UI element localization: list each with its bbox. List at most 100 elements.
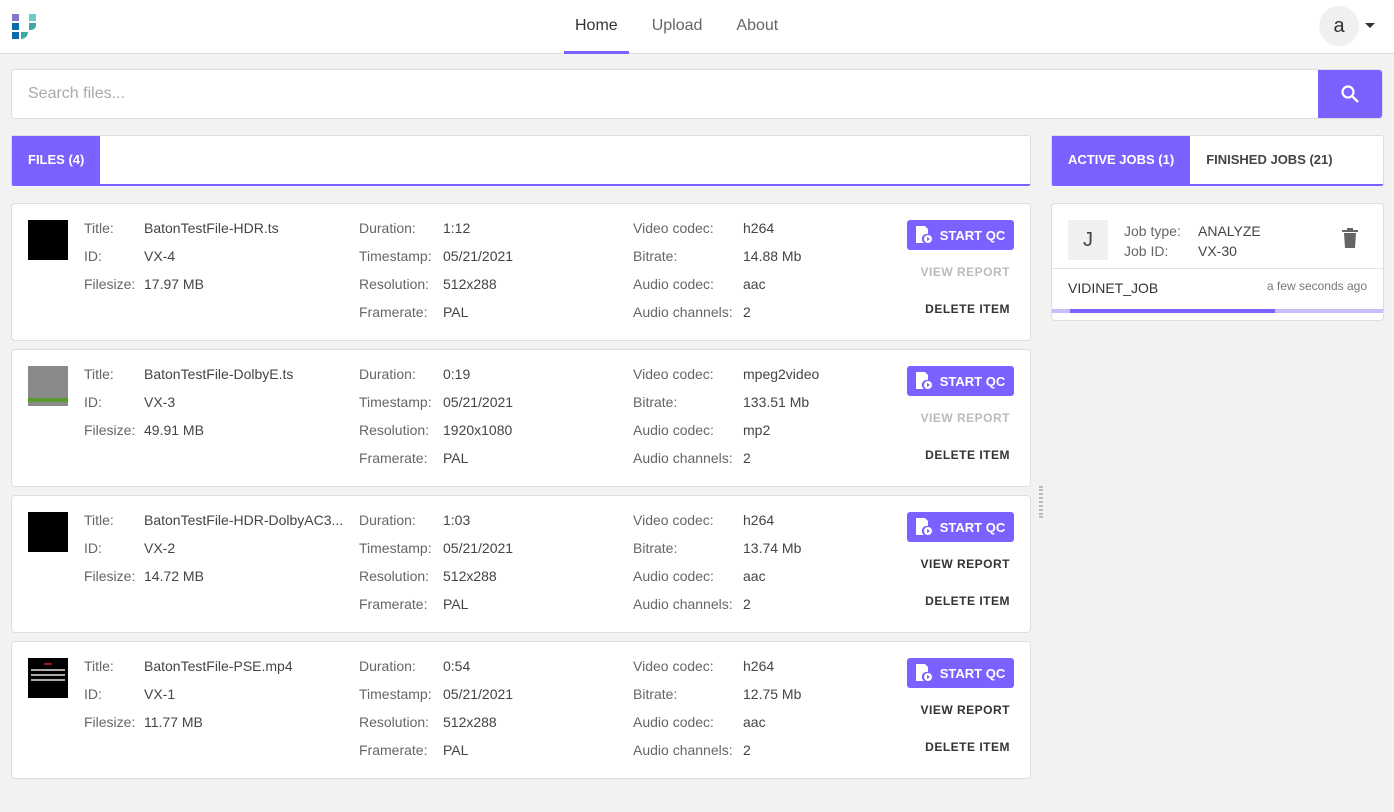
file-details-column: Duration: 0:19 Timestamp: 05/21/2021 Resolut… [359,366,513,478]
nav-about[interactable]: About [736,17,779,34]
achannels-value: 2 [743,742,751,758]
acodec-label: Audio codec: [633,422,714,438]
nav-upload[interactable]: Upload [651,17,703,34]
start-qc-button[interactable]: START QC [907,658,1014,688]
chevron-down-icon[interactable] [1365,23,1375,28]
view-report-button[interactable]: VIEW REPORT [920,703,1010,717]
file-details-column: Title: BatonTestFile-DolbyE.ts ID: VX-3 File… [84,366,293,450]
start-qc-label: START QC [939,519,1006,535]
job-id-label: Job ID: [1124,243,1169,259]
nav-home[interactable]: Home [564,0,629,54]
file-card: Title: BatonTestFile-HDR-DolbyAC3... ID: VX… [11,495,1031,633]
bitrate-value: 14.88 Mb [743,248,802,264]
job-progress [1052,309,1383,313]
bitrate-value: 133.51 Mb [743,394,810,410]
achannels-label: Audio channels: [633,742,733,758]
filesize-value: 17.97 MB [144,276,204,292]
file-details-column: Title: BatonTestFile-PSE.mp4 ID: VX-1 Filesi… [84,658,293,742]
duration-label: Duration: [359,512,416,528]
id-label: ID: [84,248,102,264]
framerate-label: Framerate: [359,304,428,320]
vcodec-value: mpeg2video [743,366,820,382]
tab-active-jobs[interactable]: ACTIVE JOBS (1) [1052,136,1191,184]
duration-value: 1:12 [443,220,471,236]
vcodec-value: h264 [743,658,775,674]
tab-finished-jobs[interactable]: FINISHED JOBS (21) [1206,152,1333,167]
duration-value: 0:54 [443,658,471,674]
search-button[interactable] [1318,70,1382,118]
delete-item-button[interactable]: DELETE ITEM [925,302,1010,316]
job-progress-fill [1070,309,1276,313]
acodec-value: aac [743,714,766,730]
achannels-label: Audio channels: [633,450,733,466]
vcodec-value: h264 [743,220,775,236]
resize-handle[interactable] [1039,486,1043,518]
resolution-value: 512x288 [443,568,497,584]
duration-label: Duration: [359,366,416,382]
view-report-button[interactable]: VIEW REPORT [920,265,1010,279]
start-qc-button[interactable]: START QC [907,512,1014,542]
file-details-column: Duration: 1:03 Timestamp: 05/21/2021 Resolut… [359,512,513,624]
title-value: BatonTestFile-DolbyE.ts [144,366,294,382]
title-label: Title: [84,366,114,382]
framerate-value: PAL [443,304,469,320]
achannels-value: 2 [743,596,751,612]
search-bar [11,69,1383,119]
job-avatar: J [1068,220,1108,260]
vcodec-label: Video codec: [633,366,714,382]
id-value: VX-4 [144,248,176,264]
id-value: VX-2 [144,540,176,556]
file-thumbnail[interactable] [28,366,68,406]
search-input[interactable] [12,70,1312,118]
timestamp-label: Timestamp: [359,540,432,556]
bitrate-label: Bitrate: [633,248,678,264]
view-report-button[interactable]: VIEW REPORT [920,411,1010,425]
file-details-column: Duration: 0:54 Timestamp: 05/21/2021 Resolut… [359,658,513,770]
file-thumbnail[interactable] [28,220,68,260]
start-qc-label: START QC [939,373,1006,389]
file-details-column: Video codec: h264 Bitrate: 14.88 Mb Audio co… [633,220,801,332]
acodec-label: Audio codec: [633,714,714,730]
start-qc-button[interactable]: START QC [907,366,1014,396]
duration-label: Duration: [359,658,416,674]
delete-item-button[interactable]: DELETE ITEM [925,740,1010,754]
qc-file-icon [915,664,932,681]
start-qc-button[interactable]: START QC [907,220,1014,250]
id-value: VX-1 [144,686,176,702]
top-bar: Home Upload About a [0,0,1394,54]
qc-file-icon [915,372,932,389]
duration-value: 1:03 [443,512,471,528]
id-label: ID: [84,540,102,556]
trash-icon[interactable] [1342,228,1358,248]
view-report-button[interactable]: VIEW REPORT [920,557,1010,571]
bitrate-label: Bitrate: [633,686,678,702]
job-id: VX-30 [1198,243,1237,259]
job-type-label: Job type: [1124,223,1181,239]
title-label: Title: [84,658,114,674]
file-thumbnail[interactable]: ■■■ [28,658,68,698]
acodec-label: Audio codec: [633,568,714,584]
file-details-column: Duration: 1:12 Timestamp: 05/21/2021 Resolut… [359,220,513,332]
title-label: Title: [84,220,114,236]
user-avatar[interactable]: a [1319,6,1359,46]
resolution-value: 1920x1080 [443,422,513,438]
logo-icon[interactable] [12,14,38,40]
filesize-value: 49.91 MB [144,422,204,438]
timestamp-value: 05/21/2021 [443,248,514,264]
framerate-label: Framerate: [359,742,428,758]
id-value: VX-3 [144,394,176,410]
file-details-column: Video codec: h264 Bitrate: 12.75 Mb Audio co… [633,658,801,770]
tab-files[interactable]: FILES (4) [12,136,101,184]
vcodec-label: Video codec: [633,658,714,674]
duration-label: Duration: [359,220,416,236]
id-label: ID: [84,686,102,702]
file-thumbnail[interactable] [28,512,68,552]
timestamp-value: 05/21/2021 [443,686,514,702]
resolution-label: Resolution: [359,276,430,292]
file-details-column: Video codec: h264 Bitrate: 13.74 Mb Audio co… [633,512,801,624]
delete-item-button[interactable]: DELETE ITEM [925,448,1010,462]
delete-item-button[interactable]: DELETE ITEM [925,594,1010,608]
vcodec-label: Video codec: [633,512,714,528]
achannels-value: 2 [743,304,751,320]
timestamp-label: Timestamp: [359,686,432,702]
